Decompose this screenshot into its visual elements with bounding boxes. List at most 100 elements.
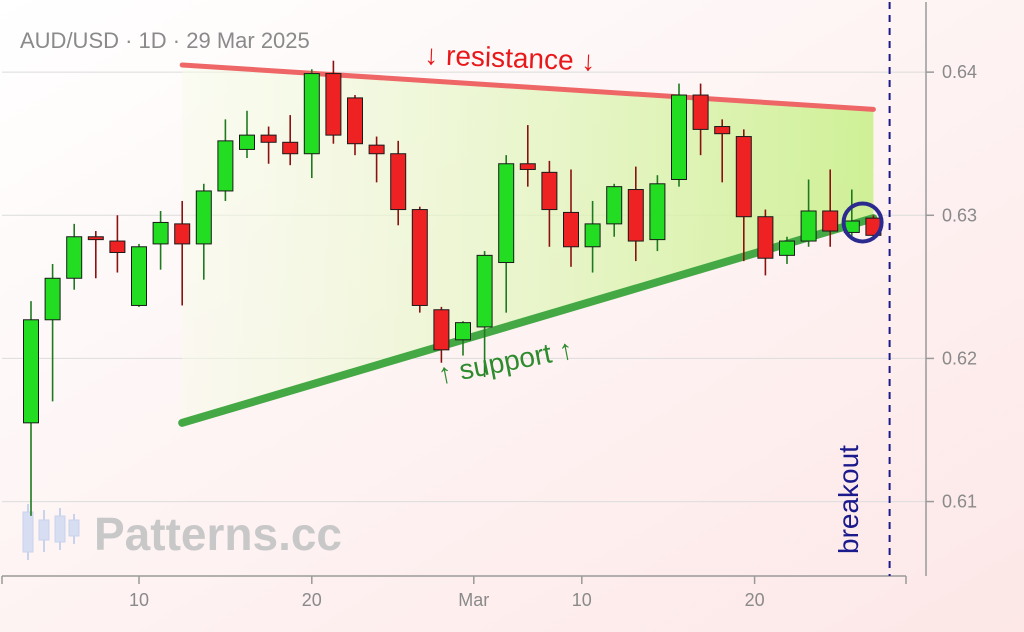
candle-body: [584, 223, 601, 248]
candle: [498, 155, 515, 313]
candle: [411, 206, 428, 313]
candle: [23, 301, 39, 516]
candle: [519, 125, 536, 187]
candle-body: [714, 126, 731, 135]
candle: [195, 183, 212, 280]
candles: [23, 60, 882, 516]
candle: [822, 169, 839, 247]
logo-candle: [68, 519, 80, 537]
candle-body: [692, 94, 709, 130]
candle: [563, 169, 579, 267]
candle: [800, 179, 817, 247]
candle-body: [303, 73, 320, 155]
candle: [282, 115, 299, 166]
candle-body: [131, 246, 147, 306]
logo-candle: [54, 515, 66, 543]
candle: [390, 140, 407, 226]
candle-body: [390, 153, 407, 211]
candle: [865, 215, 882, 239]
logo-candle: [38, 519, 50, 541]
resistance-label: ↓ resistance ↓: [424, 39, 596, 77]
candle-body: [671, 94, 687, 180]
candle-body: [476, 254, 493, 328]
candle-body: [152, 221, 169, 245]
candle-body: [627, 189, 644, 242]
x-tick-label: 10: [129, 590, 149, 610]
x-tick-label: 20: [745, 590, 765, 610]
breakout-marker-circle: [841, 201, 884, 244]
candle: [217, 119, 234, 201]
candle-body: [606, 186, 623, 225]
candle-body: [455, 322, 471, 341]
watermark: Patterns.cc: [22, 504, 342, 560]
candle-body: [239, 134, 255, 150]
candle-body: [217, 140, 234, 192]
candle-body: [649, 183, 666, 241]
candle: [239, 110, 255, 159]
candle-body: [23, 319, 39, 424]
breakout-label: breakout: [833, 445, 864, 554]
candle-body: [411, 209, 428, 306]
candle-body: [779, 240, 795, 256]
candle-body: [735, 136, 752, 218]
candle: [174, 200, 191, 306]
candle: [433, 306, 450, 363]
x-tick-label: Mar: [458, 590, 489, 610]
candle: [131, 243, 147, 307]
watermark-text: Patterns.cc: [94, 508, 342, 560]
x-tick-label: 10: [572, 590, 592, 610]
candle: [152, 210, 169, 270]
candle-body: [541, 171, 558, 211]
candle-body: [519, 163, 536, 170]
candle: [692, 83, 709, 156]
candle-body: [282, 141, 299, 155]
candle: [44, 263, 61, 402]
candle-body: [66, 236, 83, 279]
candle-body: [195, 190, 212, 245]
candle-body: [800, 210, 817, 242]
candle: [606, 183, 623, 237]
y-tick-label: 0.64: [942, 62, 977, 82]
logo-candle: [22, 511, 34, 553]
candle-body: [347, 97, 363, 145]
candle: [541, 160, 558, 247]
candle: [260, 126, 277, 164]
candle: [584, 200, 601, 273]
x-axis-ticks: 10 20 Mar 10 20: [1, 576, 907, 610]
candle-body: [563, 211, 579, 248]
y-tick-label: 0.62: [942, 348, 977, 368]
candle-body: [433, 309, 450, 351]
candle: [714, 119, 731, 183]
resistance-line: [179, 62, 876, 112]
candle-body: [109, 240, 126, 253]
candle: [325, 60, 342, 144]
candle: [627, 166, 644, 262]
y-axis-ticks: 0.64 0.63 0.62 0.61: [926, 62, 977, 512]
candle-body: [368, 144, 385, 155]
candle: [735, 129, 752, 262]
candle: [347, 95, 363, 156]
candle: [87, 231, 104, 279]
candlestick-logo-icon: [22, 504, 80, 560]
candle-body: [174, 223, 191, 245]
x-tick-label: 20: [302, 590, 322, 610]
candle: [455, 321, 471, 356]
candle: [66, 223, 83, 290]
candle: [303, 69, 320, 179]
y-tick-label: 0.61: [942, 492, 977, 512]
candle-body: [325, 73, 342, 136]
chart-title: AUD/USD · 1D · 29 Mar 2025: [20, 28, 310, 53]
candle: [476, 251, 493, 378]
y-tick-label: 0.63: [942, 205, 977, 225]
candle: [109, 215, 126, 273]
candle-body: [44, 277, 61, 321]
candle-body: [822, 210, 839, 232]
candle-body: [87, 236, 104, 241]
candle: [757, 209, 774, 276]
candle: [779, 236, 795, 264]
candle: [671, 83, 687, 187]
candle: [649, 175, 666, 252]
candle-body: [498, 163, 515, 264]
